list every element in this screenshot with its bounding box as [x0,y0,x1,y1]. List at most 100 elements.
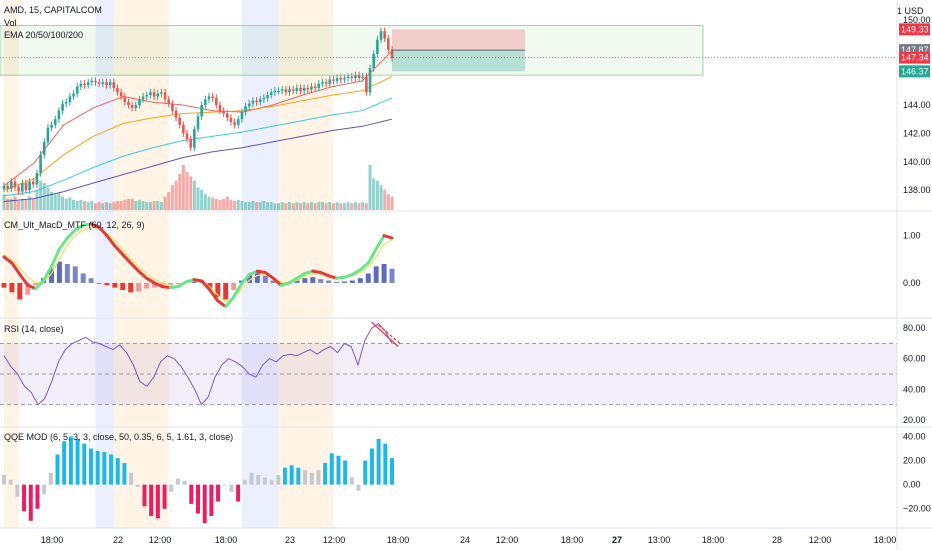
volume-bar [31,198,35,210]
time-tick-label: 18:00 [561,535,584,545]
price-pane[interactable] [0,25,897,210]
macd-legend[interactable]: CM_Ult_MacD_MTF (60, 12, 26, 9) [4,220,145,230]
volume-bar [170,185,174,210]
macd-line-segment [216,299,228,309]
macd-hist-bar [159,282,165,287]
macd-hist-bar [318,279,324,283]
qqe-bar [383,443,388,485]
candle-body [17,187,20,192]
qqe-bar [42,484,47,495]
qqe-bar [88,448,93,485]
volume-bar [211,197,215,210]
volume-legend[interactable]: Vol [4,18,17,28]
qqe-bar [175,478,180,485]
qqe-bar [249,472,254,485]
volume-bar [247,202,251,210]
volume-bar [159,202,163,210]
candle-body [233,122,236,125]
macd-hist-bar [341,281,347,283]
qqe-bar [276,475,281,485]
volume-bar [342,203,346,210]
candle-body [218,105,222,111]
volume-bar [185,171,189,210]
qqe-bar [75,438,80,485]
candle-body [200,105,203,117]
volume-bar [115,201,119,210]
volume-bar [258,202,262,210]
qqe-bar [28,484,33,521]
volume-bar [20,198,24,210]
macd-hist-bar [302,278,308,283]
candle-body [236,119,240,125]
volume-bar [280,202,284,210]
macd-line-segment [263,271,275,280]
candle-body [127,102,130,105]
candle-body [277,90,280,92]
qqe-bar [363,460,368,485]
qqe-bar [282,467,287,485]
qqe-bar [115,458,120,485]
candle-body [50,124,53,128]
rsi-legend[interactable]: RSI (14, close) [4,324,64,334]
qqe-bar [62,441,67,485]
price-tick-label: 144.00 [903,100,931,110]
volume-bar [269,202,273,210]
currency-label[interactable]: 1 USD [897,6,924,17]
qqe-bar [2,475,6,485]
candle-body [361,76,365,79]
rsi-pane[interactable] [0,321,897,406]
volume-bar [375,180,379,210]
candle-body [332,79,335,81]
qqe-tick-label: 0.00 [903,480,921,490]
qqe-pane[interactable] [2,436,394,524]
macd-hist-bar [334,281,340,283]
macd-pane[interactable] [1,222,395,309]
qqe-bar [35,484,40,509]
candle-body [193,129,196,148]
qqe-bar [336,455,341,485]
candle-body [291,89,295,91]
candle-body [229,117,233,123]
volume-bar [97,202,101,210]
volume-bar [251,201,255,210]
volume-bar [222,198,226,210]
price-tick-label: 138.00 [903,185,931,195]
volume-bar [134,201,138,210]
macd-hist-bar [215,282,221,298]
time-tick-label: 24 [460,535,470,545]
candle-body [163,92,167,100]
volume-bar [148,202,152,210]
candle-body [123,96,127,103]
volume-bar [225,196,229,210]
zone-rectangle [0,25,704,76]
volume-bar [68,197,72,210]
macd-hist-bar [373,266,379,283]
macd-line-segment [287,276,299,285]
qqe-bar [323,462,328,485]
macd-hist-bar [112,282,118,288]
session-backgrounds [4,0,334,528]
qqe-tick-label: 20.00 [903,456,926,466]
macd-line-segment [113,244,125,257]
ema-legend[interactable]: EMA 20/50/100/200 [4,30,84,40]
qqe-legend[interactable]: QQE MOD (6, 5, 3, 3, close, 50, 0.35, 6,… [4,432,234,442]
candle-body [101,82,105,84]
symbol-title[interactable]: AMD, 15, CAPITALCOM [4,5,102,15]
volume-bar [236,199,240,210]
macd-hist-bar [104,282,110,286]
volume-bar [309,202,313,210]
candle-body [284,89,288,93]
macd-line-segment [2,255,14,265]
qqe-bar [155,484,160,519]
candle-body [321,82,324,84]
qqe-bar [182,481,187,485]
macd-line-segment [50,247,61,268]
price-tick-label: 142.00 [903,128,931,138]
qqe-bar [55,454,60,485]
macd-hist-bar [1,282,7,288]
volume-bar [244,202,248,210]
macd-hist-bar [64,264,70,283]
rsi-tick-label: 60.00 [903,354,926,364]
volume-bar [9,198,13,210]
